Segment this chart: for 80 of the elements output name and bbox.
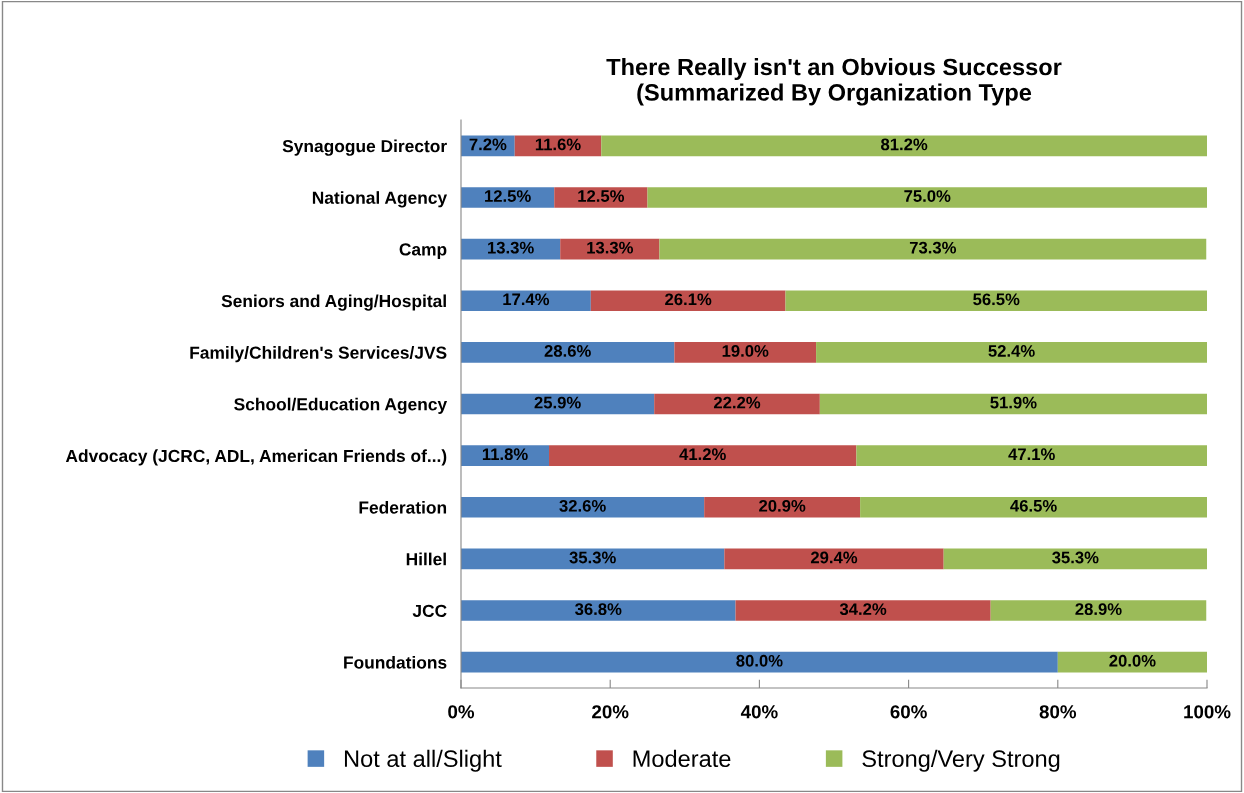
x-tick-label: 60% xyxy=(890,705,927,719)
data-label: 26.1% xyxy=(665,293,712,306)
bar xyxy=(461,548,725,570)
bar xyxy=(461,651,1058,673)
data-label: 35.3% xyxy=(569,551,616,564)
data-label: 29.4% xyxy=(810,551,858,564)
bar xyxy=(461,393,655,415)
bar xyxy=(819,393,1207,415)
data-label: 56.5% xyxy=(973,293,1020,306)
y-tick-label: Advocacy (JCRC, ADL, American Friends of...) xyxy=(65,449,447,466)
data-label: 36.8% xyxy=(575,603,622,616)
data-label: 11.6% xyxy=(535,138,581,151)
data-label: 13.3% xyxy=(587,241,634,254)
data-label: 20.9% xyxy=(759,499,806,512)
bar xyxy=(1057,651,1207,673)
data-label: 81.2% xyxy=(881,138,928,151)
data-label: 52.4% xyxy=(988,345,1035,357)
data-label: 17.4% xyxy=(503,293,550,306)
bar xyxy=(856,445,1207,466)
bar xyxy=(554,187,648,208)
bar xyxy=(654,393,820,415)
data-label: 20.0% xyxy=(1109,654,1156,667)
x-tick-label: 20% xyxy=(592,705,629,719)
y-tick-label: Foundations xyxy=(344,655,447,669)
data-label: 28.9% xyxy=(1075,603,1122,616)
data-label: 12.5% xyxy=(578,190,625,202)
data-label: 73.3% xyxy=(909,241,957,254)
bar xyxy=(785,290,1207,312)
bar xyxy=(674,342,817,363)
chart-title: There Really isn't an Obvious Successor (Summarized By Organization Type xyxy=(606,58,1062,106)
data-label: 80.0% xyxy=(736,654,783,667)
data-label: 32.6% xyxy=(559,499,606,512)
y-tick-label: Hillel xyxy=(406,552,446,566)
bar xyxy=(514,135,602,157)
data-label: 51.9% xyxy=(990,396,1037,409)
y-tick-label: Synagogue Director xyxy=(282,139,447,156)
data-label: 11.8% xyxy=(482,448,528,461)
y-tick-label: Seniors and Aging/Hospital xyxy=(221,294,446,311)
y-tick-label: School/Education Agency xyxy=(234,397,448,414)
data-label: 75.0% xyxy=(904,190,951,202)
legend-label: Strong/Very Strong xyxy=(862,749,1060,772)
data-label: 35.3% xyxy=(1052,551,1099,564)
y-tick-label: Family/Children's Services/JVS xyxy=(190,346,447,363)
x-tick-label: 0% xyxy=(448,705,475,719)
bar xyxy=(461,342,675,363)
bar xyxy=(659,238,1207,260)
bar xyxy=(990,600,1207,621)
bar xyxy=(461,496,705,518)
bar xyxy=(601,135,1207,157)
data-label: 13.3% xyxy=(488,241,534,254)
bar xyxy=(461,290,591,312)
data-label: 22.2% xyxy=(713,396,761,409)
bar xyxy=(724,548,944,570)
bar xyxy=(860,496,1207,518)
data-label: 25.9% xyxy=(534,396,581,409)
data-label: 19.0% xyxy=(722,345,769,357)
data-label: 28.6% xyxy=(544,345,591,357)
data-label: 46.5% xyxy=(1010,499,1057,512)
data-label: 12.5% xyxy=(485,190,531,202)
bar xyxy=(647,187,1207,208)
y-tick-label: JCC xyxy=(412,604,447,618)
data-label: 34.2% xyxy=(839,603,887,616)
bar xyxy=(704,496,861,518)
x-tick-label: 100% xyxy=(1184,705,1231,719)
y-tick-label: Camp xyxy=(399,243,447,259)
data-label: 7.2% xyxy=(469,138,507,151)
legend-label: Moderate xyxy=(633,749,731,768)
x-tick-label: 80% xyxy=(1039,705,1077,719)
bar xyxy=(943,548,1207,570)
data-label: 47.1% xyxy=(1008,448,1055,461)
bar xyxy=(549,445,857,466)
bar xyxy=(590,290,786,312)
y-tick-label: National Agency xyxy=(312,191,448,208)
legend-label: Not at all/Slight xyxy=(344,749,502,772)
x-tick-label: 40% xyxy=(740,705,778,719)
bar xyxy=(816,342,1207,363)
y-tick-label: Federation xyxy=(359,500,447,514)
bar xyxy=(461,600,736,621)
data-label: 41.2% xyxy=(679,448,726,461)
bar xyxy=(735,600,991,621)
